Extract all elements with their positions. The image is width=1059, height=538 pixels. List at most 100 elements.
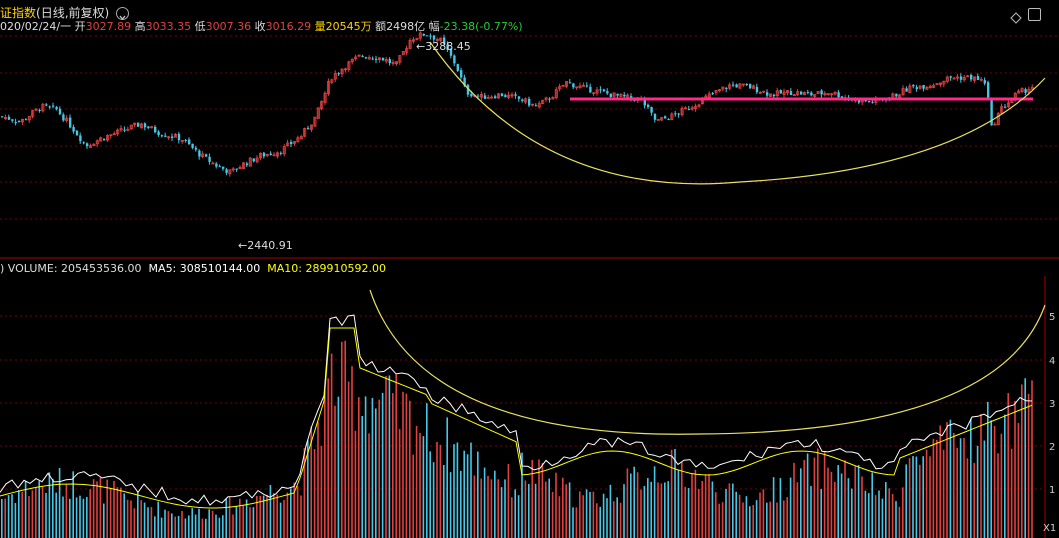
candle-body [228,169,232,175]
volume-bar [755,500,758,538]
volume-bar [296,486,299,538]
volume-bar [966,458,969,538]
candle-body [772,94,776,97]
volume-bar [460,470,462,538]
volume-arc [369,289,1046,435]
volume-bar [69,498,71,538]
volume-bar [575,507,578,538]
volume-bar [762,489,765,538]
volume-bar [177,515,180,538]
volume-bar [847,478,850,538]
zoom-label[interactable]: X1 [1043,523,1057,534]
candle-body [741,83,745,86]
candle-body [956,76,960,79]
candle-body [1000,106,1004,114]
candle-body [34,108,38,111]
candle-body [840,96,844,98]
volume-bar [885,482,887,538]
candle-body [697,104,701,107]
candle-body [721,86,725,90]
volume-bar [701,480,703,538]
volume-bar [898,506,901,538]
candle-body [528,98,531,106]
volume-bar [279,502,282,538]
candle-body [826,93,830,96]
volume-bar [959,438,962,538]
volume-bar [137,492,139,538]
volume-bar [378,399,380,538]
volume-bar [395,374,397,538]
candle-body [990,100,993,126]
candle-body [439,37,443,41]
chevron-down-icon[interactable] [116,7,129,21]
volume-bar [538,459,540,538]
volume-bar [813,457,816,538]
volume-bar [568,482,571,538]
volume-bar [878,490,880,538]
volume-axis-label: 2 [1049,442,1055,453]
volume-bar [300,495,302,538]
diamond-icon[interactable] [1010,9,1022,24]
volume-axis-label: 5 [1049,312,1055,323]
volume-bar [834,481,836,538]
volume-bar [738,494,741,538]
volume-bar [524,480,527,538]
candle-body [299,136,303,140]
volume-bar [844,460,846,538]
volume-bar [925,449,928,538]
volume-bar [184,518,187,538]
candle-body [350,58,354,63]
ma10-line [0,327,1033,509]
candle-body [816,91,820,95]
candle-body [4,117,8,119]
volume-bar [732,483,734,538]
candle-body [521,99,524,101]
candle-body [687,108,691,110]
volume-bar [419,432,421,538]
volume-axis-label: 4 [1049,356,1055,367]
candle-body [619,93,623,97]
volume-bar [956,447,958,538]
candle-body [79,135,82,142]
expand-icon[interactable] [1028,8,1041,21]
volume-bar [1000,433,1003,538]
candle-body [680,108,684,116]
candle-body [857,99,861,103]
volume-bar [398,429,401,538]
candle-body [585,85,589,87]
candle-body [252,158,255,162]
candle-body [7,116,11,120]
volume-bar [545,481,547,538]
volume-bar [932,438,935,538]
volume-bar [347,381,350,538]
candle-body [129,124,133,130]
volume-bar [92,479,95,538]
candle-body [371,58,374,60]
candle-body [330,79,334,83]
volume-bar [660,483,663,538]
volume-bar [82,498,85,538]
volume-bar [41,486,44,538]
volume-bar [708,474,710,538]
volume-bar [24,481,27,538]
candle-body [82,142,85,144]
candle-body [384,59,388,62]
volume-axis-labels: 5 4 3 2 1 [1049,312,1055,496]
candle-body [531,103,535,106]
volume-bar [120,487,122,538]
volume-bar [562,477,564,538]
candle-body [449,48,453,56]
volume-bar [531,460,533,538]
candle-body [477,95,480,97]
volume-bar [970,418,972,538]
volume-bar [116,487,119,538]
candle-body [333,73,337,80]
candle-body [868,101,871,103]
candle-body [962,76,966,81]
volume-bar [52,478,54,538]
candle-body [86,143,89,147]
volume-bar [344,340,346,538]
volume-bar [381,392,384,538]
candle-body [728,84,732,89]
